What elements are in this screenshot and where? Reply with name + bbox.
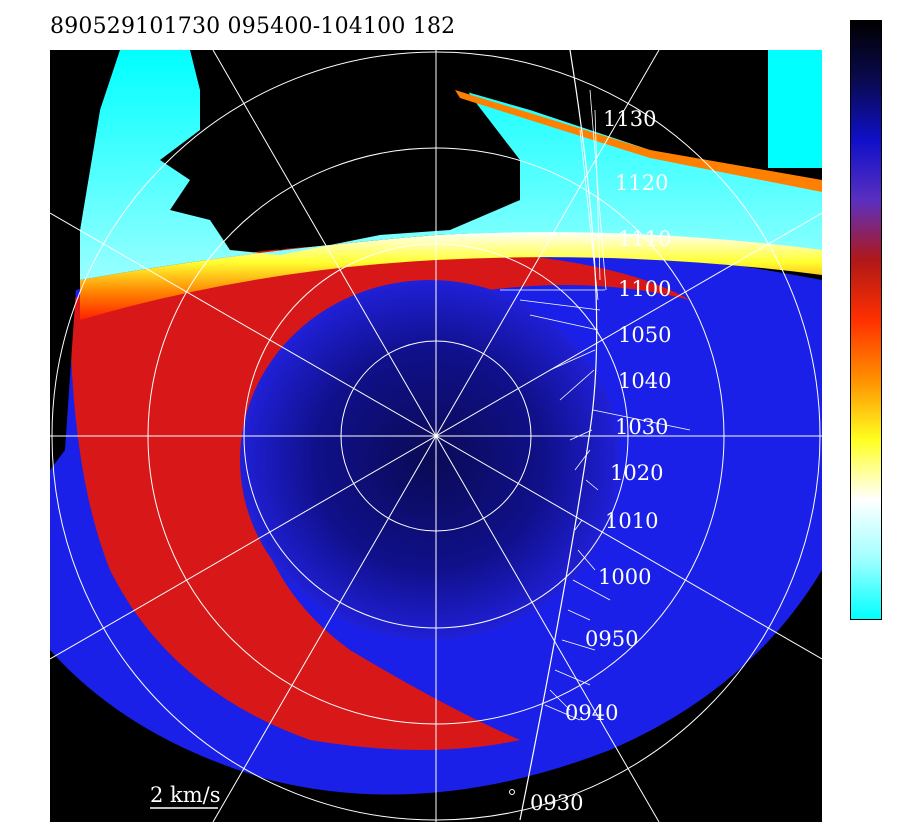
- color-scale-bar: [850, 20, 882, 620]
- cyan-patch: [768, 50, 822, 168]
- time-label: 1130: [603, 107, 656, 131]
- red-band: [70, 245, 690, 751]
- scale-bar: 2 km/s: [150, 783, 221, 809]
- left-edge-region: [50, 50, 110, 470]
- time-label: 1050: [618, 323, 671, 347]
- center-dark-region: [240, 280, 620, 640]
- time-label: 1020: [610, 461, 663, 485]
- color-scale-fill: [851, 21, 881, 619]
- cyan-region: [80, 50, 822, 340]
- time-label: 1030: [615, 415, 668, 439]
- polar-velocity-plot: 1130 1120 1110 1100 1050 1040 1030 1020 …: [50, 50, 822, 822]
- time-label: 1010: [605, 509, 658, 533]
- time-label: 1040: [618, 369, 671, 393]
- time-label: 1000: [598, 565, 651, 589]
- time-label: 0930: [530, 791, 583, 815]
- trajectory-line: [519, 50, 598, 821]
- plot-title: 890529101730 095400-104100 182: [50, 14, 456, 39]
- scale-label: 2 km/s: [150, 783, 221, 807]
- trajectory-marker: [509, 789, 515, 795]
- no-data-region: [190, 50, 520, 250]
- velocity-vectors: [500, 89, 691, 721]
- time-label: 1120: [615, 171, 668, 195]
- time-label: 0940: [565, 701, 618, 725]
- time-label: 1110: [618, 227, 671, 251]
- time-label: 0950: [585, 627, 638, 651]
- orange-streak: [455, 90, 822, 192]
- time-label: 1100: [618, 277, 671, 301]
- polar-grid: [50, 50, 822, 822]
